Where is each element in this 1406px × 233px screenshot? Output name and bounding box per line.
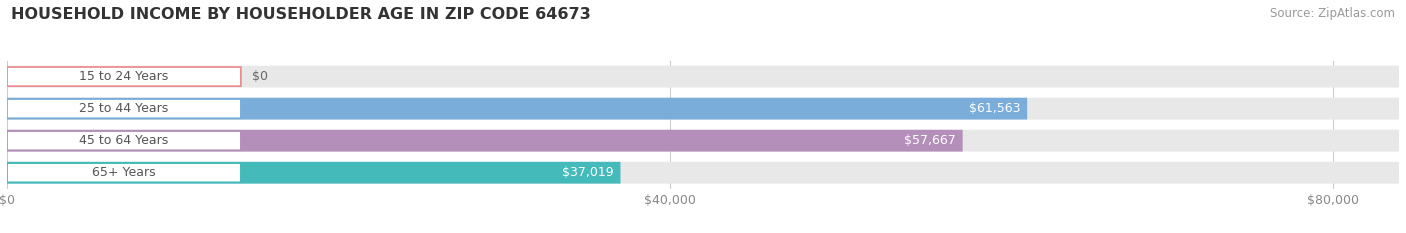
- Text: $61,563: $61,563: [969, 102, 1021, 115]
- FancyBboxPatch shape: [7, 67, 240, 86]
- Text: $0: $0: [252, 70, 269, 83]
- FancyBboxPatch shape: [7, 163, 240, 182]
- Text: HOUSEHOLD INCOME BY HOUSEHOLDER AGE IN ZIP CODE 64673: HOUSEHOLD INCOME BY HOUSEHOLDER AGE IN Z…: [11, 7, 591, 22]
- FancyBboxPatch shape: [7, 98, 1399, 120]
- Text: $57,667: $57,667: [904, 134, 956, 147]
- Text: 45 to 64 Years: 45 to 64 Years: [79, 134, 169, 147]
- Text: $37,019: $37,019: [562, 166, 613, 179]
- FancyBboxPatch shape: [7, 162, 620, 184]
- Text: 65+ Years: 65+ Years: [93, 166, 156, 179]
- FancyBboxPatch shape: [7, 130, 963, 152]
- Text: 25 to 44 Years: 25 to 44 Years: [79, 102, 169, 115]
- FancyBboxPatch shape: [7, 130, 1399, 152]
- FancyBboxPatch shape: [7, 66, 1399, 88]
- FancyBboxPatch shape: [7, 99, 240, 118]
- FancyBboxPatch shape: [7, 98, 1028, 120]
- Text: 15 to 24 Years: 15 to 24 Years: [79, 70, 169, 83]
- FancyBboxPatch shape: [7, 131, 240, 150]
- Text: Source: ZipAtlas.com: Source: ZipAtlas.com: [1270, 7, 1395, 20]
- FancyBboxPatch shape: [7, 162, 1399, 184]
